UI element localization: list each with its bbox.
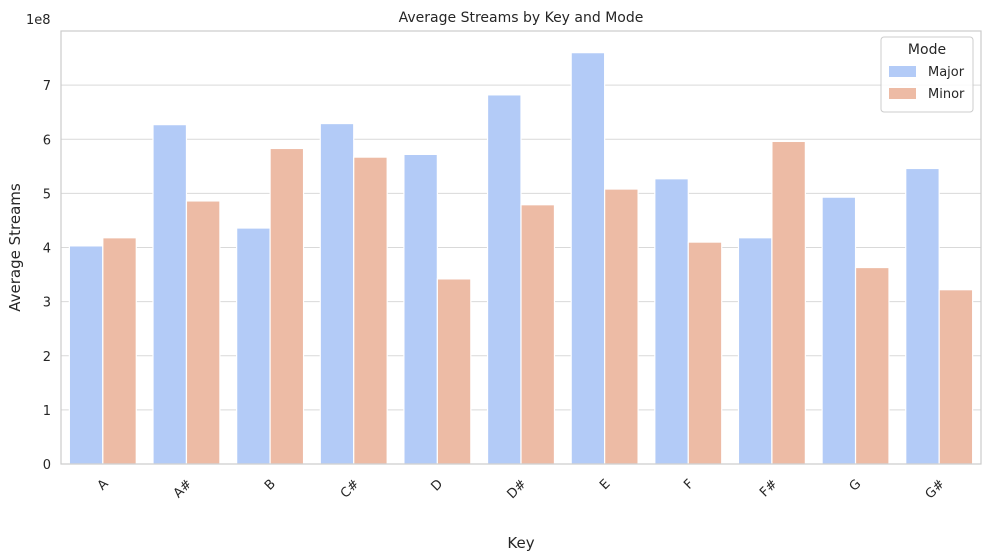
y-tick-label: 3 — [43, 296, 51, 311]
bar-minor — [938, 289, 974, 465]
x-tick-label: C# — [338, 477, 363, 502]
x-tick-label: F — [681, 477, 697, 493]
bar-major — [737, 237, 773, 465]
bar-major — [152, 124, 188, 465]
bar-minor — [771, 140, 806, 465]
legend-swatch-minor — [889, 88, 916, 99]
y-tick-label: 4 — [43, 242, 51, 257]
bar-major — [654, 178, 689, 465]
legend-label-major: Major — [928, 65, 965, 80]
bar-minor — [102, 237, 137, 465]
legend-label-minor: Minor — [928, 87, 965, 102]
x-tick-label: G# — [923, 477, 948, 502]
y-axis-multiplier: 1e8 — [26, 13, 51, 28]
bar-major — [319, 122, 355, 465]
y-axis-ticks: 0 1 2 3 4 5 6 7 — [43, 79, 51, 473]
bar-minor — [520, 204, 556, 465]
x-tick-label: E — [597, 477, 613, 493]
x-tick-label: F# — [757, 477, 781, 501]
bar-major — [486, 94, 522, 465]
y-tick-label: 0 — [43, 458, 51, 473]
x-tick-label: B — [262, 477, 279, 494]
chart-title: Average Streams by Key and Mode — [399, 10, 644, 26]
bar-major — [570, 52, 606, 465]
legend-title: Mode — [908, 42, 946, 58]
legend-swatch-major — [889, 66, 916, 77]
x-tick-label: D — [429, 477, 447, 495]
bar-minor — [854, 266, 890, 465]
y-tick-label: 6 — [43, 133, 51, 148]
bar-minor — [436, 278, 472, 465]
plot-frame — [60, 30, 982, 465]
bar-minor — [269, 147, 305, 465]
x-tick-label: G — [847, 477, 865, 495]
x-tick-label: D# — [504, 477, 529, 502]
bar-minor — [353, 156, 388, 465]
bar-minor — [687, 241, 723, 465]
bars — [68, 52, 974, 465]
bar-major — [821, 196, 857, 465]
y-tick-label: 2 — [43, 350, 51, 365]
x-tick-label: A — [95, 477, 112, 494]
x-axis-label: Key — [507, 534, 534, 552]
y-tick-label: 5 — [43, 187, 51, 202]
bar-major — [68, 245, 104, 465]
bar-minor — [185, 200, 221, 465]
bar-major — [236, 227, 271, 465]
x-axis-ticks: A A# B C# D D# E F F# G G# — [95, 477, 948, 503]
bar-major — [905, 167, 940, 465]
y-tick-label: 7 — [43, 79, 51, 94]
bar-minor — [604, 188, 639, 465]
bar-major — [403, 153, 438, 465]
legend: Mode Major Minor — [880, 36, 974, 113]
y-axis-label: Average Streams — [6, 183, 24, 312]
y-tick-label: 1 — [43, 404, 51, 419]
x-tick-label: A# — [171, 477, 196, 502]
